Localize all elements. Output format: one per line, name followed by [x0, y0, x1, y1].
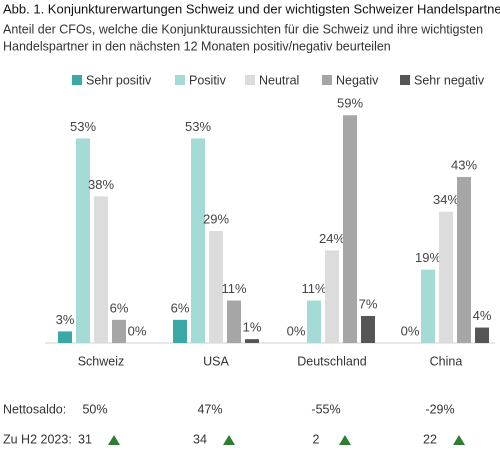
bar [361, 315, 375, 343]
chart-subtitle: Anteil der CFOs, welche die Konjunkturau… [3, 22, 483, 36]
row-value: 22 [423, 432, 437, 446]
row-value: -29% [425, 402, 454, 416]
chart-title: Abb. 1. Konjunkturerwartungen Schweiz un… [3, 1, 500, 16]
value-label: 11% [301, 281, 326, 296]
bar [343, 115, 357, 343]
row-value: 34 [193, 432, 207, 446]
trend-arrow [223, 435, 235, 445]
value-label: 53% [70, 119, 96, 134]
value-label: 4% [473, 308, 492, 323]
bar [307, 300, 321, 343]
legend-swatch [245, 75, 255, 85]
legend-label: Sehr positiv [86, 73, 152, 87]
chart-subtitle: Handelspartner in den nächsten 12 Monate… [3, 39, 391, 53]
value-label: 7% [359, 296, 378, 311]
value-label: 1% [243, 320, 262, 335]
legend-label: Positiv [189, 73, 227, 87]
bar [94, 196, 108, 343]
bar [475, 327, 489, 343]
bar [421, 269, 435, 343]
bar [245, 339, 259, 343]
legend-label: Negativ [336, 73, 379, 87]
bar [76, 138, 90, 343]
value-label: 53% [185, 119, 211, 134]
value-label: 19% [415, 250, 441, 265]
row-value: -55% [311, 402, 340, 416]
bar [209, 231, 223, 343]
value-label: 6% [110, 300, 129, 315]
legend-swatch [322, 75, 332, 85]
row-value: 47% [197, 402, 222, 416]
legend-label: Neutral [259, 73, 299, 87]
row-value: 2 [313, 432, 320, 446]
bar [191, 138, 205, 343]
trend-arrow [108, 435, 120, 445]
value-label: 6% [171, 300, 190, 315]
value-label: 34% [433, 192, 459, 207]
x-tick-label: Schweiz [78, 354, 125, 368]
legend-swatch [72, 75, 82, 85]
value-label: 24% [319, 231, 345, 246]
value-label: 43% [451, 157, 477, 172]
value-label: 0% [401, 323, 420, 338]
row-label: Zu H2 2023: [3, 432, 72, 446]
value-label: 59% [337, 96, 363, 111]
x-tick-label: China [430, 354, 463, 368]
bar [58, 331, 72, 343]
row-value: 31 [78, 432, 92, 446]
bar [457, 177, 471, 343]
row-label: Nettosaldo: [3, 402, 66, 416]
legend-swatch [400, 75, 410, 85]
value-label: 29% [203, 211, 229, 226]
bar [439, 211, 453, 343]
legend-swatch [175, 75, 185, 85]
x-tick-label: Deutschland [297, 354, 367, 368]
value-label: 0% [287, 323, 306, 338]
value-label: 11% [221, 281, 246, 296]
value-label: 0% [128, 323, 147, 338]
x-tick-label: USA [203, 354, 229, 368]
row-value: 50% [82, 402, 107, 416]
value-label: 3% [56, 312, 75, 327]
trend-arrow [453, 435, 465, 445]
bar [173, 319, 187, 343]
bar [227, 300, 241, 343]
value-label: 38% [88, 177, 114, 192]
bar [112, 319, 126, 343]
legend-label: Sehr negativ [414, 73, 485, 87]
bar [325, 250, 339, 343]
trend-arrow [339, 435, 351, 445]
